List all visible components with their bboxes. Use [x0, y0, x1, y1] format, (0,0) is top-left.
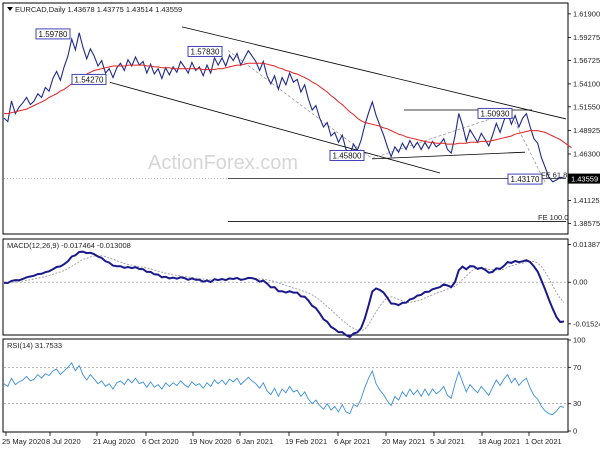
- price-axis-label: 1.38575: [573, 219, 600, 228]
- annotation-label: 1.54270: [71, 73, 107, 85]
- x-axis-label: 6 Apr 2021: [334, 437, 370, 446]
- price-axis-label: 1.46300: [573, 149, 600, 158]
- price-axis-label: 1.56725: [573, 56, 600, 65]
- rsi-panel-frame: [2, 338, 569, 433]
- annotation-box: [507, 173, 543, 185]
- annotation-box: [71, 73, 107, 85]
- retrace-dashed-line: [227, 50, 373, 159]
- macd-title: MACD(12,26,9) -0.017464 -0.013008: [7, 241, 131, 250]
- annotation-box: [187, 45, 223, 57]
- title-marker-icon: [7, 7, 13, 11]
- annotation-text: 1.57830: [191, 47, 220, 56]
- level-line-lower: [371, 151, 526, 160]
- x-axis-label: 19 Feb 2021: [285, 437, 327, 446]
- retrace-dashed-line: [509, 112, 546, 183]
- channel-lower-line: [109, 82, 441, 174]
- x-axis-label: 18 Aug 2021: [478, 437, 520, 446]
- price-series: [3, 32, 572, 183]
- annotation-box: [477, 107, 513, 119]
- price-panel-frame: [2, 2, 569, 235]
- x-axis: 25 May 2020 8 Jul 2020 21 Aug 2020 6 Oct 20…: [2, 432, 562, 446]
- price-title: EURCAD,Daily 1.43678 1.43775 1.43514 1.4…: [15, 5, 182, 14]
- annotation-label: 1.45800: [329, 150, 365, 161]
- price-series-line: [3, 32, 565, 183]
- annotation-label: 1.59780: [35, 28, 71, 40]
- x-axis-label: 19 Nov 2020: [189, 437, 232, 446]
- last-price-label: 1.43559: [571, 174, 598, 183]
- retrace-dashed-line: [371, 112, 511, 159]
- annotation-text: 1.54270: [75, 75, 104, 84]
- rsi-title: RSI(14) 31.7533: [7, 341, 62, 350]
- x-axis-label: 20 May 2021: [382, 437, 425, 446]
- x-axis-label: 25 May 2020: [2, 437, 45, 446]
- price-axis-label: 1.59275: [573, 33, 600, 42]
- price-axis-label: 1.51550: [573, 102, 600, 111]
- annotation-text: 1.45800: [333, 151, 362, 160]
- moving-average-line: [4, 62, 572, 149]
- annotation-box: [35, 28, 71, 40]
- price-axis-label: 1.41125: [573, 196, 600, 205]
- macd-axis-label: 0.013878: [573, 240, 600, 249]
- price-title-group: EURCAD,Daily 1.43678 1.43775 1.43514 1.4…: [7, 5, 182, 14]
- rsi-series: [3, 361, 566, 416]
- annotation-label: 1.43170: [507, 173, 543, 185]
- price-annotations: 1.59780 1.54270 1.57830 1.45800 1.50930 1.431…: [35, 28, 568, 222]
- price-axis-label: 1.48925: [573, 126, 600, 135]
- macd-series: [3, 250, 566, 339]
- price-axis-label: 1.61900: [573, 9, 600, 18]
- channel-upper-line: [181, 26, 567, 120]
- rsi-axis-label: 0: [573, 427, 577, 436]
- price-axis: 1.61900 1.59275 1.56725 1.54100 1.51550 1.489…: [568, 9, 600, 228]
- rsi-axis-label: 100: [573, 336, 586, 345]
- macd-axis: 0.013878 0.00 -0.015247: [568, 240, 600, 328]
- macd-axis-label: -0.015247: [573, 319, 600, 328]
- annotation-text: 1.59780: [39, 30, 68, 39]
- rsi-axis-label: 70: [573, 363, 581, 372]
- macd-main-line: [3, 250, 565, 339]
- x-axis-label: 1 Oct 2021: [525, 437, 562, 446]
- annotation-box: [329, 150, 365, 161]
- x-axis-label: 6 Jan 2021: [236, 437, 273, 446]
- last-price-box: [568, 173, 600, 184]
- watermark: ActionForex.com: [148, 152, 298, 174]
- annotation-label: 1.57830: [187, 45, 223, 57]
- price-axis-label: 1.54100: [573, 79, 600, 88]
- annotation-text: 1.43170: [511, 175, 540, 184]
- x-axis-label: 5 Jul 2021: [430, 437, 465, 446]
- fe-label: FE 61.8: [541, 170, 567, 179]
- fe-label: FE 100.0: [538, 213, 568, 222]
- rsi-line: [3, 361, 565, 416]
- rsi-axis: 100 70 30 0: [568, 336, 586, 436]
- x-axis-label: 21 Aug 2020: [93, 437, 135, 446]
- annotation-text: 1.50930: [481, 109, 510, 118]
- x-axis-label: 8 Jul 2020: [46, 437, 81, 446]
- annotation-label: 1.50930: [477, 107, 513, 119]
- x-axis-label: 6 Oct 2020: [142, 437, 179, 446]
- rsi-axis-label: 30: [573, 399, 581, 408]
- macd-axis-label: 0.00: [573, 278, 588, 287]
